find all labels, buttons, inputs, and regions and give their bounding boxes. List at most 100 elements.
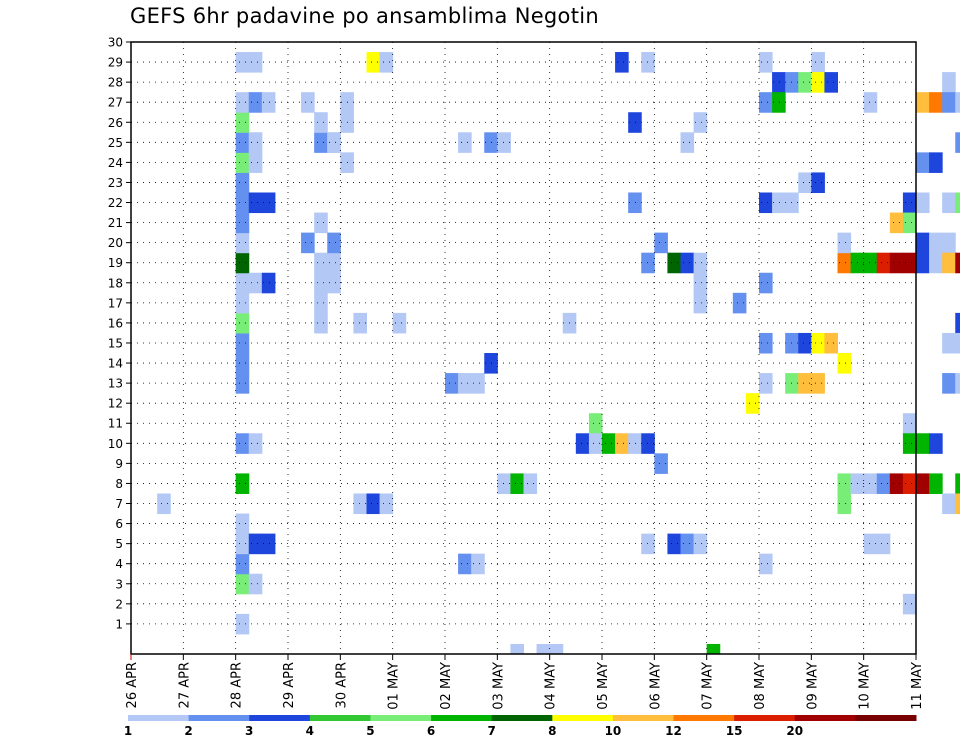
heatmap-cell: [680, 132, 695, 153]
heatmap-cell: [929, 252, 943, 274]
heatmap-cell: [902, 473, 917, 494]
heatmap-cell: [889, 212, 904, 234]
heatmap-cell: [235, 92, 250, 113]
colorbar-label: 7: [488, 724, 496, 738]
y-tick-label: 19: [108, 256, 123, 270]
heatmap-cell: [693, 252, 708, 274]
heatmap-cell: [314, 292, 328, 314]
heatmap-cell: [942, 332, 956, 354]
heatmap-cell: [693, 292, 708, 314]
heatmap-cell: [759, 272, 773, 294]
y-tick-label: 5: [115, 537, 123, 551]
y-tick-label: 11: [108, 417, 123, 431]
y-tick-label: 7: [115, 497, 123, 511]
heatmap-cell: [235, 232, 250, 254]
heatmap-cell: [837, 252, 852, 274]
heatmap-cell: [602, 433, 616, 454]
heatmap-cell: [327, 252, 341, 274]
heatmap-cell: [798, 373, 812, 394]
heatmap-cell: [759, 373, 773, 394]
x-tick-label: 26 APR: [125, 662, 140, 708]
colorbar-label: 3: [245, 724, 253, 738]
heatmap-cell: [327, 232, 341, 254]
colorbar-swatch: [491, 715, 553, 721]
y-tick-label: 21: [108, 216, 123, 230]
heatmap-cell: [588, 413, 603, 434]
heatmap-cell: [863, 473, 878, 494]
heatmap-cell: [261, 92, 276, 113]
heatmap-cell: [772, 92, 786, 113]
y-tick-label: 17: [108, 296, 123, 310]
x-tick-label: 11 MAY: [910, 662, 925, 710]
heatmap-cell: [811, 172, 825, 193]
x-tick-label: 05 MAY: [596, 662, 611, 710]
heatmap-cell: [314, 132, 328, 153]
heatmap-cell: [248, 533, 263, 555]
heatmap-cell: [955, 252, 960, 274]
heatmap-cell: [235, 152, 250, 173]
heatmap-cell: [248, 573, 263, 595]
heatmap-cell: [235, 212, 250, 234]
x-tick-label: 03 MAY: [491, 662, 506, 710]
heatmap-cell: [248, 192, 263, 214]
heatmap-cell: [667, 533, 681, 555]
heatmap-cell: [248, 132, 263, 153]
heatmap-cell: [615, 52, 629, 73]
x-tick-label: 28 APR: [230, 662, 245, 708]
colorbar-label: 6: [427, 724, 435, 738]
heatmap-cell: [680, 252, 695, 274]
heatmap-cell: [235, 272, 250, 294]
heatmap-cell: [314, 212, 328, 234]
heatmap-cell: [811, 373, 825, 394]
heatmap-cell: [235, 373, 250, 394]
heatmap-cell: [745, 393, 760, 414]
chart-title: GEFS 6hr padavine po ansamblima Negotin: [130, 4, 599, 28]
heatmap-cell: [916, 152, 930, 173]
heatmap-cell: [235, 473, 250, 494]
heatmap-cell: [445, 373, 459, 394]
colorbar-swatch: [673, 715, 735, 721]
colorbar-label: 5: [366, 724, 374, 738]
heatmap-cell: [366, 493, 381, 515]
y-tick-label: 10: [108, 437, 123, 451]
heatmap-cell: [588, 433, 603, 454]
heatmap-cell: [837, 493, 852, 515]
y-tick-label: 26: [108, 116, 123, 130]
heatmap-cell: [641, 533, 655, 555]
heatmap-cell: [458, 553, 472, 575]
heatmap-cell: [680, 533, 695, 555]
heatmap-cell: [916, 473, 930, 494]
heatmap-cell: [471, 373, 485, 394]
heatmap-cell: [902, 433, 917, 454]
colorbar-swatch: [249, 715, 311, 721]
heatmap-cell: [235, 553, 250, 575]
heatmap-cell: [902, 413, 917, 434]
heatmap-cell: [235, 172, 250, 193]
ticks-layer: 1234567891011121314151617181920212223242…: [108, 36, 925, 710]
heatmap-cell: [916, 92, 930, 113]
heatmap-cell: [916, 232, 930, 254]
heatmap-cell: [327, 272, 341, 294]
colorbar-swatch: [370, 715, 432, 721]
heatmap-cell: [327, 132, 341, 153]
heatmap-cell: [902, 593, 917, 615]
heatmap-cell: [667, 252, 681, 274]
heatmap-cell: [261, 192, 276, 214]
heatmap-cell: [955, 473, 960, 494]
heatmap-cell: [929, 232, 943, 254]
colorbar-label: 10: [605, 724, 622, 738]
heatmap-cell: [523, 473, 538, 494]
heatmap-cell: [235, 353, 250, 374]
y-tick-label: 28: [108, 76, 123, 90]
y-tick-label: 29: [108, 56, 123, 70]
heatmap-cell: [929, 92, 943, 113]
colorbar-label: 20: [786, 724, 803, 738]
heatmap-cell: [706, 643, 721, 655]
x-tick-label: 29 APR: [282, 662, 297, 708]
x-tick-label: 01 MAY: [387, 662, 402, 710]
y-tick-label: 16: [108, 316, 123, 330]
colorbar-swatch: [431, 715, 493, 721]
heatmap-cell: [628, 112, 642, 133]
colorbar-swatch: [612, 715, 675, 721]
heatmap-cell: [759, 192, 773, 214]
